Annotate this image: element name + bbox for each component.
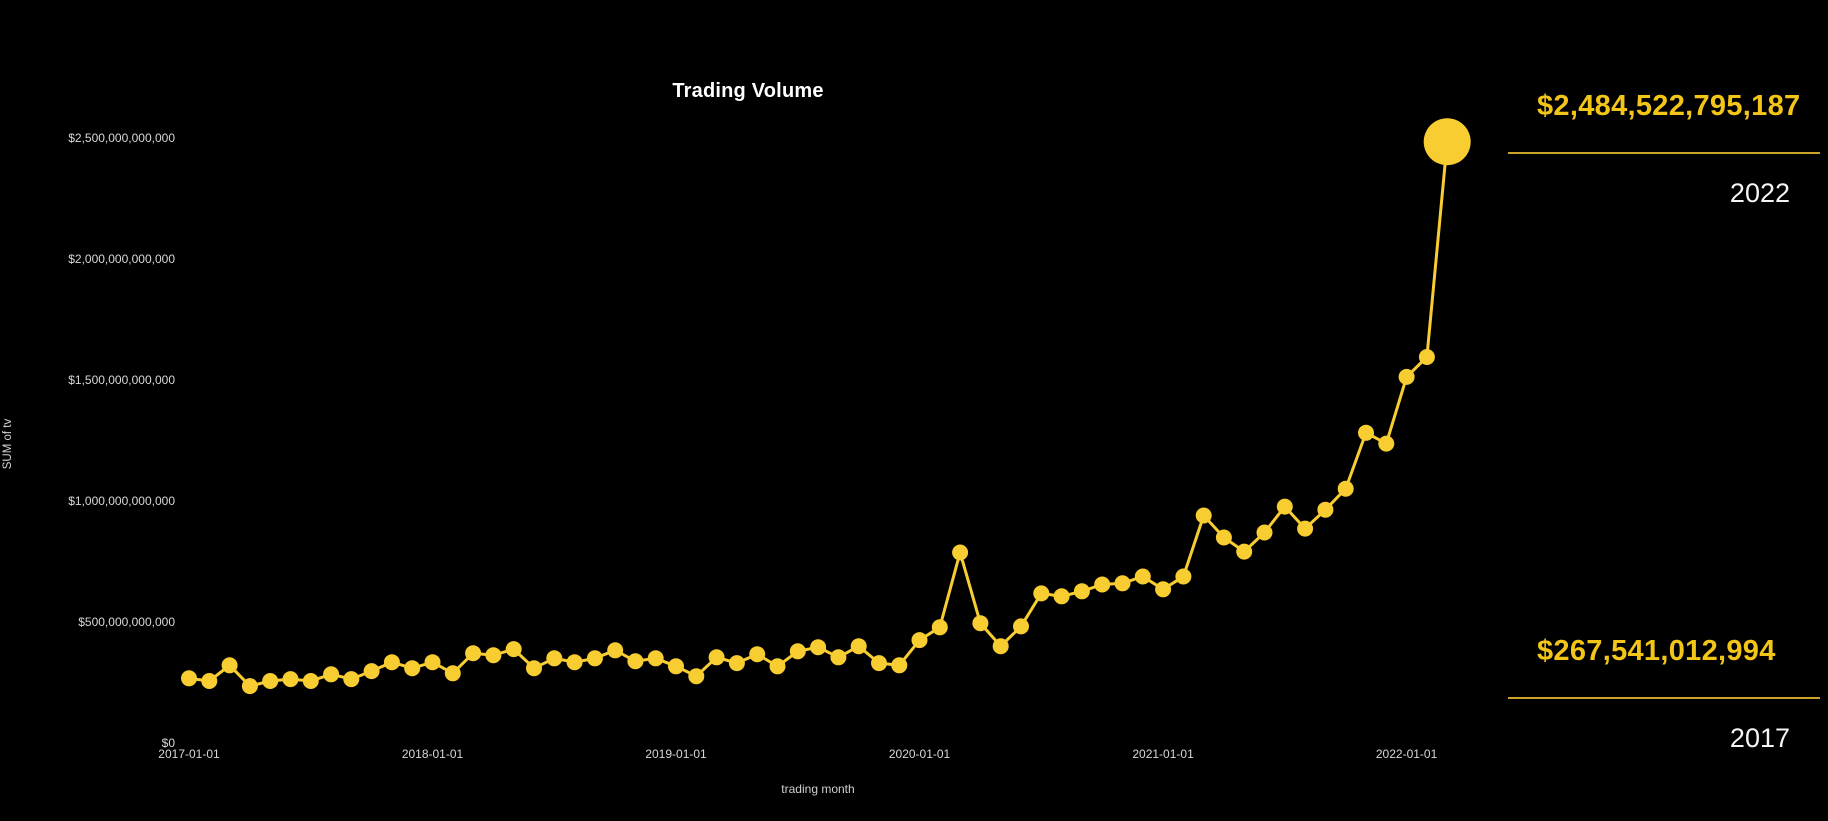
latest-volume-value: $2,484,522,795,187	[1537, 90, 1801, 122]
data-point[interactable]	[404, 660, 421, 677]
data-point[interactable]	[323, 666, 340, 683]
data-point[interactable]	[708, 649, 725, 666]
latest-volume-stat: $2,484,522,795,187 2022	[1508, 90, 1820, 209]
data-point[interactable]	[972, 615, 989, 632]
latest-volume-year: 2022	[1729, 178, 1790, 208]
data-point[interactable]	[1398, 368, 1415, 385]
data-point[interactable]	[1236, 543, 1253, 560]
data-point[interactable]	[1073, 583, 1090, 600]
data-point[interactable]	[363, 663, 380, 680]
data-point[interactable]	[891, 657, 908, 674]
y-tick-label: $1,500,000,000,000	[68, 373, 175, 387]
data-point[interactable]	[728, 655, 745, 672]
first-volume-stat: $267,541,012,994 2017	[1508, 635, 1820, 754]
data-point[interactable]	[221, 657, 238, 674]
x-tick-label: 2022-01-01	[1375, 747, 1438, 761]
data-point[interactable]	[241, 678, 258, 695]
y-tick-label: $500,000,000,000	[78, 615, 175, 629]
data-point[interactable]	[444, 665, 461, 682]
data-point[interactable]	[668, 658, 684, 675]
data-point[interactable]	[850, 638, 867, 655]
data-point[interactable]	[201, 673, 218, 689]
data-point[interactable]	[1418, 349, 1435, 365]
data-point[interactable]	[1053, 588, 1070, 605]
y-tick-label: $1,000,000,000,000	[68, 494, 175, 508]
data-point[interactable]	[1276, 498, 1293, 515]
data-point[interactable]	[647, 650, 664, 667]
data-point[interactable]	[1033, 585, 1050, 602]
data-point[interactable]	[911, 632, 928, 649]
data-point[interactable]	[749, 646, 766, 663]
data-point[interactable]	[1013, 618, 1029, 635]
data-point[interactable]	[688, 668, 705, 685]
data-point[interactable]	[262, 673, 279, 689]
x-axis-title: trading month	[781, 782, 855, 796]
x-tick-label: 2019-01-01	[645, 747, 707, 761]
first-volume-value: $267,541,012,994	[1537, 635, 1776, 667]
y-tick-label: $2,000,000,000,000	[68, 252, 175, 266]
data-point[interactable]	[1155, 581, 1172, 598]
data-point[interactable]	[931, 619, 948, 636]
data-point[interactable]	[282, 671, 299, 688]
data-point[interactable]	[1134, 568, 1151, 585]
highlight-data-point[interactable]	[1423, 118, 1471, 166]
data-point[interactable]	[526, 660, 542, 677]
data-point[interactable]	[789, 643, 806, 660]
data-point[interactable]	[1094, 576, 1111, 593]
divider-line	[1508, 152, 1820, 154]
data-point[interactable]	[810, 639, 827, 656]
data-point[interactable]	[1297, 520, 1314, 537]
data-point[interactable]	[546, 650, 563, 667]
data-point[interactable]	[485, 647, 502, 664]
data-point[interactable]	[1337, 480, 1354, 497]
data-point[interactable]	[1114, 575, 1131, 592]
x-tick-label: 2020-01-01	[888, 747, 951, 761]
data-point[interactable]	[871, 655, 887, 672]
first-volume-year: 2017	[1729, 723, 1790, 753]
x-tick-label: 2017-01-01	[158, 747, 220, 761]
data-point[interactable]	[992, 638, 1009, 655]
data-point[interactable]	[769, 658, 786, 675]
data-point[interactable]	[424, 654, 441, 671]
data-point[interactable]	[952, 544, 969, 561]
data-point[interactable]	[1195, 507, 1212, 524]
data-point[interactable]	[1317, 501, 1334, 518]
volume-line	[188, 141, 1449, 688]
chart-title: Trading Volume	[672, 80, 824, 102]
data-point[interactable]	[181, 670, 197, 687]
data-point[interactable]	[1175, 568, 1192, 585]
data-point[interactable]	[383, 654, 400, 671]
data-point[interactable]	[607, 642, 624, 659]
data-point[interactable]	[1358, 424, 1374, 441]
data-point[interactable]	[1378, 435, 1395, 452]
y-tick-label: $2,500,000,000,000	[68, 131, 175, 145]
x-tick-label: 2018-01-01	[401, 747, 464, 761]
data-point[interactable]	[343, 671, 360, 688]
data-point[interactable]	[465, 645, 482, 662]
data-point[interactable]	[505, 641, 522, 658]
data-point[interactable]	[830, 649, 847, 666]
data-point[interactable]	[1215, 529, 1232, 546]
y-tick-label: $0	[161, 736, 175, 750]
x-tick-label: 2021-01-01	[1132, 747, 1194, 761]
data-point[interactable]	[627, 653, 644, 670]
data-point[interactable]	[302, 673, 319, 689]
data-point[interactable]	[586, 650, 603, 667]
data-point[interactable]	[566, 654, 583, 671]
data-point[interactable]	[1256, 524, 1273, 541]
divider-line	[1508, 697, 1820, 699]
